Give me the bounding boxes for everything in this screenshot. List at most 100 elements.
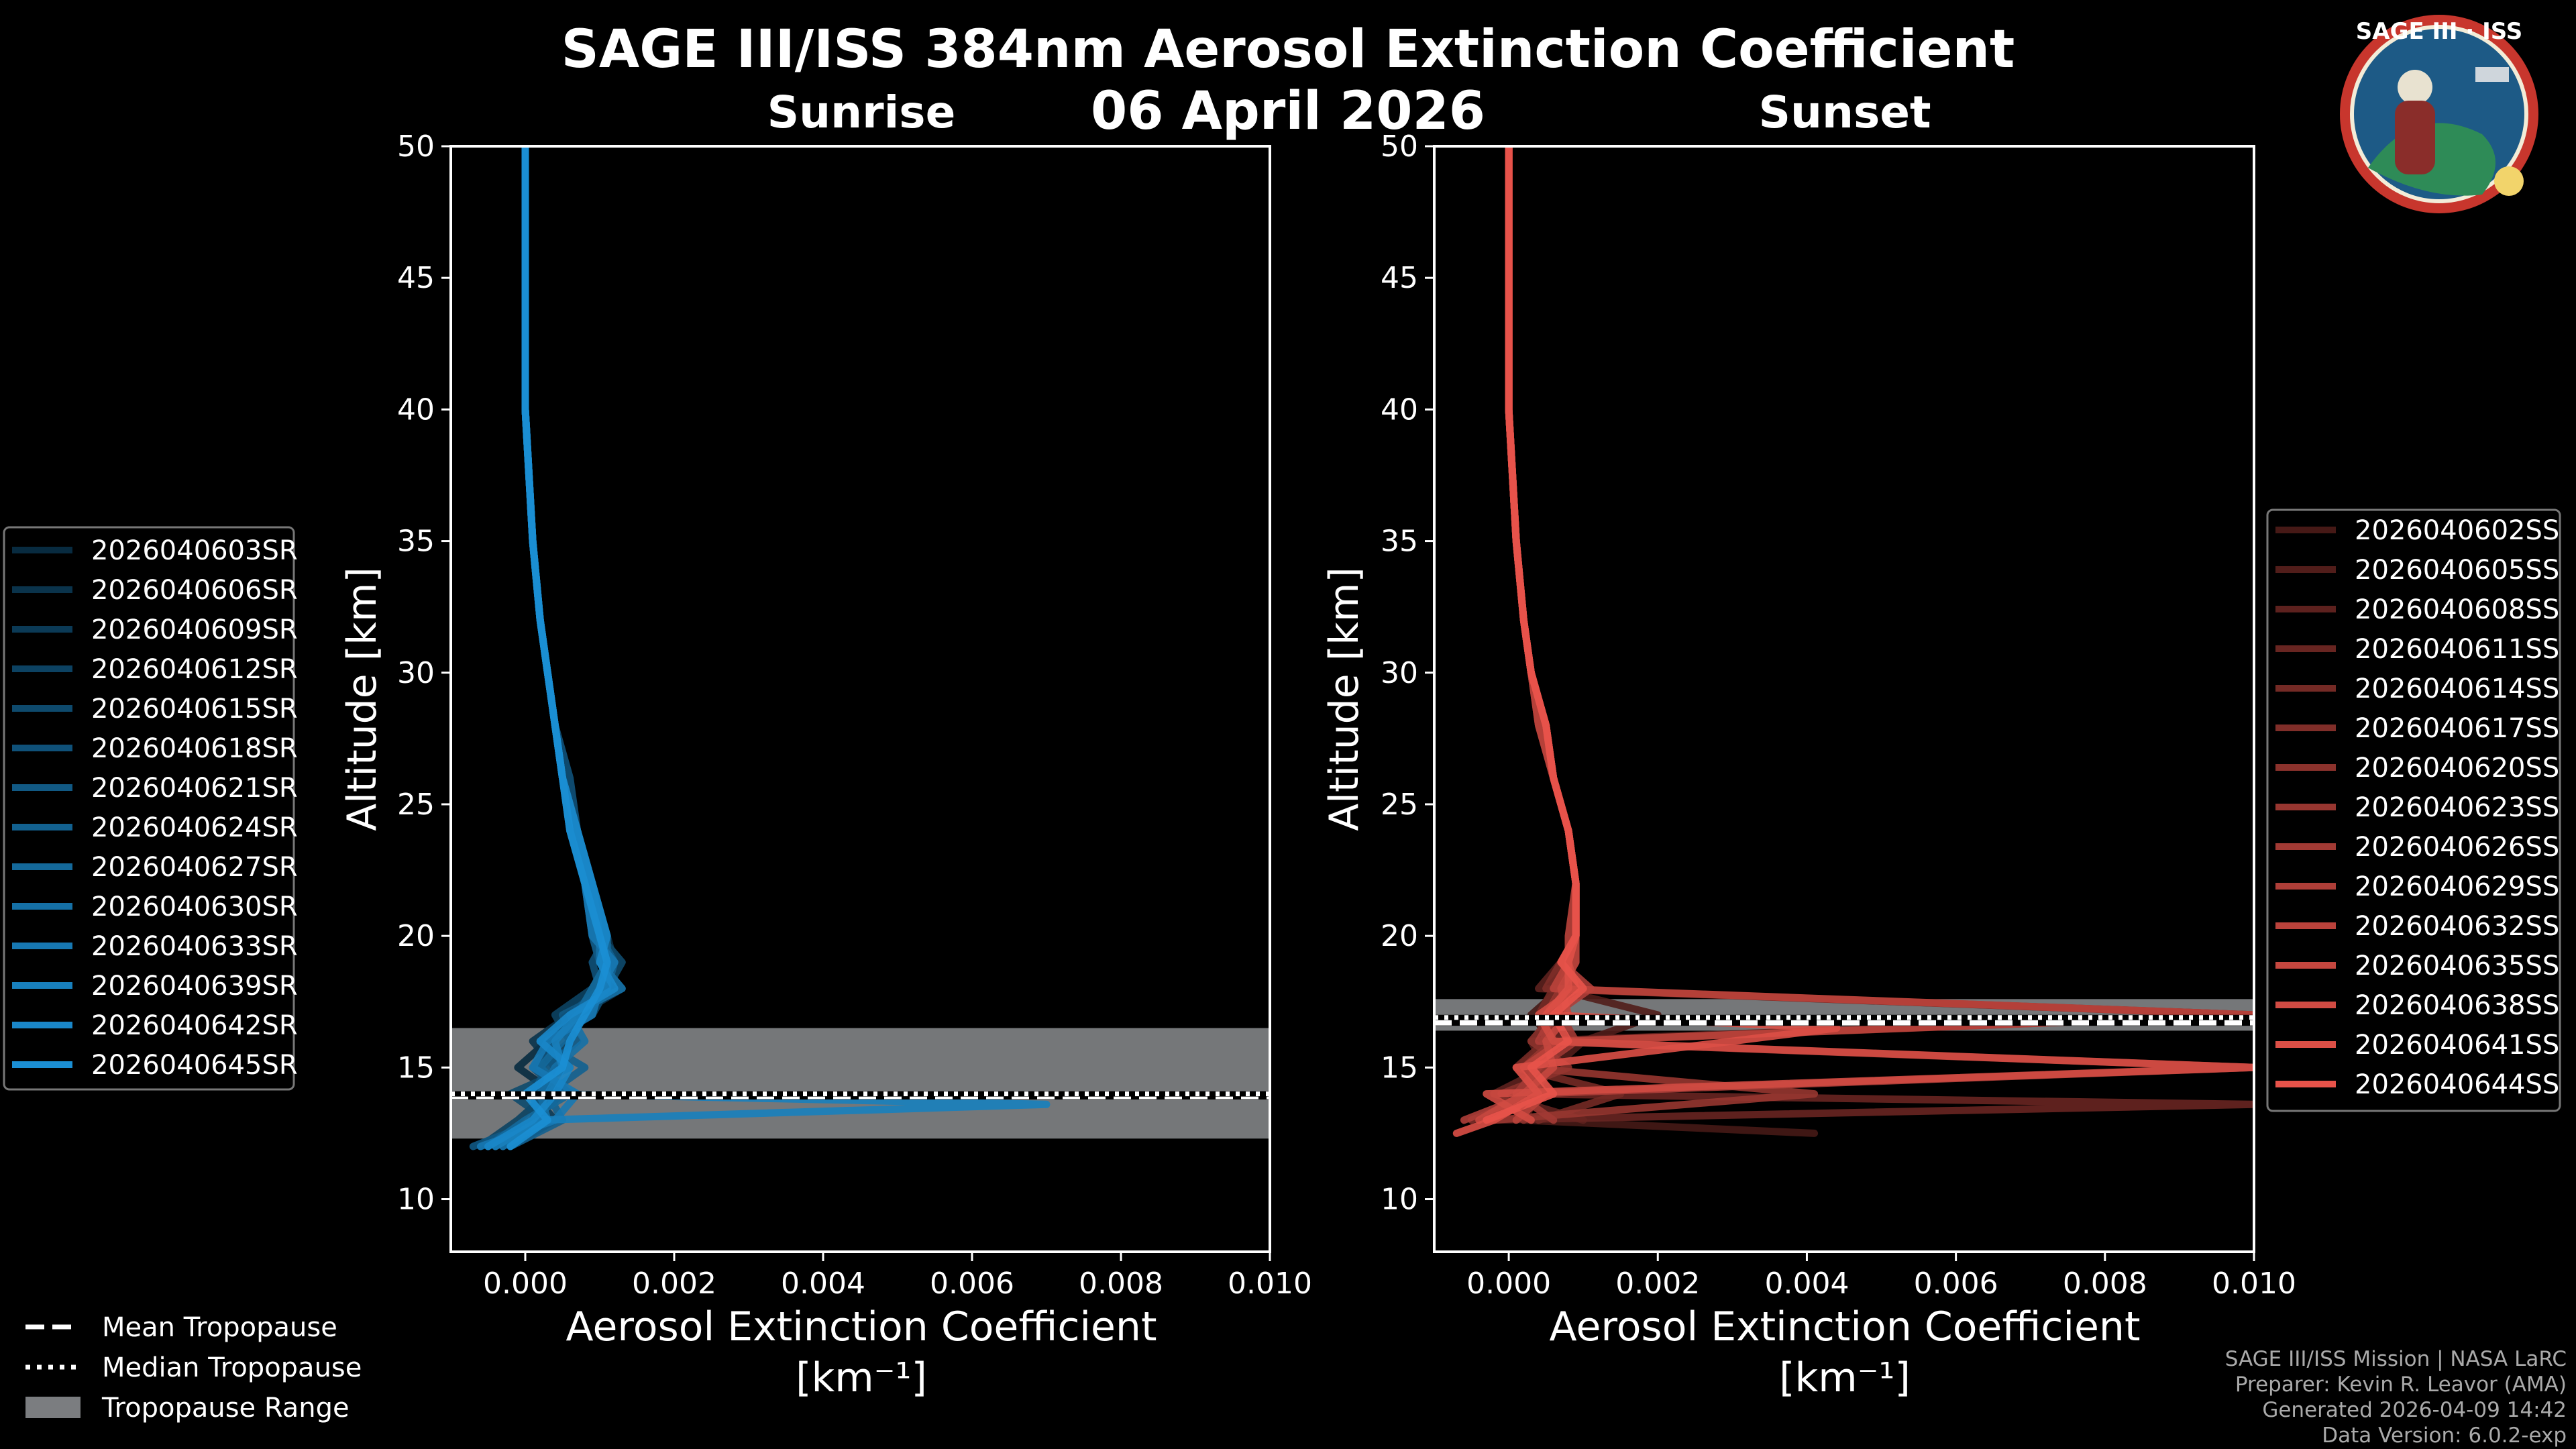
sunset-plot-frame — [1433, 145, 2255, 1253]
sunset-subtitle: Sunset — [1758, 87, 1931, 138]
legend-label-2026040617SS: 2026040617SS — [2355, 713, 2559, 744]
legend-label-2026040624SR: 2026040624SR — [91, 812, 298, 843]
legend-label-2026040635SS: 2026040635SS — [2355, 951, 2559, 981]
sunrise-ytick-label: 50 — [397, 129, 435, 164]
legend-label-2026040641SS: 2026040641SS — [2355, 1030, 2559, 1061]
credits: SAGE III/ISS Mission | NASA LaRC Prepare… — [2225, 1347, 2567, 1448]
sunrise-xlabel: Aerosol Extinction Coefficient — [566, 1303, 1157, 1350]
sunrise-ytick-label: 35 — [397, 525, 435, 559]
legend-label-2026040629SS: 2026040629SS — [2355, 871, 2559, 902]
sunset-profile-2026040629SS — [1460, 146, 2254, 1124]
sunset-xunit: [km⁻¹] — [1779, 1354, 1911, 1401]
sunrise-plot-frame — [449, 145, 1271, 1253]
sunrise-ytick-label: 25 — [397, 788, 435, 822]
sunset-ytick-label: 50 — [1381, 129, 1418, 164]
sunset-ylabel: Altitude [km] — [1321, 567, 1368, 831]
sunset-profile-2026040608SS — [1490, 146, 2254, 1124]
sunrise-ytick-label: 30 — [397, 656, 435, 690]
sunrise-ylabel: Altitude [km] — [339, 567, 386, 831]
astronomer-icon — [2398, 70, 2432, 105]
sunrise-xtick-label: 0.004 — [781, 1267, 865, 1301]
credit-generated: Generated 2026-04-09 14:42 — [2262, 1398, 2567, 1422]
legend-label-2026040606SR: 2026040606SR — [91, 575, 298, 606]
sunset-profile-2026040623SS — [1490, 146, 1819, 1124]
sunset-xtick-label: 0.004 — [1764, 1267, 1849, 1301]
sunset-xtick-label: 0.010 — [2212, 1267, 2296, 1301]
sunrise-ytick-label: 45 — [397, 261, 435, 295]
sunrise-xtick-label: 0.002 — [632, 1267, 716, 1301]
sunrise-xtick-label: 0.006 — [930, 1267, 1014, 1301]
sunrise-legend-frame — [3, 526, 295, 1091]
date-label: 06 April 2026 — [1091, 81, 1485, 142]
legend-label-2026040612SR: 2026040612SR — [91, 654, 298, 685]
legend-label-2026040615SR: 2026040615SR — [91, 694, 298, 724]
legend-label-2026040638SS: 2026040638SS — [2355, 990, 2559, 1021]
legend-label-2026040633SR: 2026040633SR — [91, 931, 298, 962]
credit-preparer: Preparer: Kevin R. Leavor (AMA) — [2235, 1373, 2567, 1397]
robe-icon — [2395, 101, 2435, 174]
legend-label-2026040620SS: 2026040620SS — [2355, 753, 2559, 784]
sunrise-ytick-label: 40 — [397, 392, 435, 427]
sunrise-xtick-label: 0.010 — [1228, 1267, 1312, 1301]
sunset-profile-2026040644SS — [1483, 146, 1587, 1124]
sunrise-legend: 2026040603SR 2026040606SR 2026040609SR 2026… — [3, 526, 298, 1091]
sunset-legend: 2026040602SS 2026040605SS 2026040608SS 2026… — [2266, 508, 2561, 1112]
sunset-ytick-label: 40 — [1381, 392, 1418, 427]
sunset-xtick-label: 0.002 — [1615, 1267, 1700, 1301]
sunrise-profile-2026040645SR — [506, 146, 611, 1150]
legend-label-2026040602SS: 2026040602SS — [2355, 515, 2559, 546]
legend-label-2026040614SS: 2026040614SS — [2355, 674, 2559, 704]
tropopause-range-swatch — [25, 1397, 80, 1418]
credit-mission: SAGE III/ISS Mission | NASA LaRC — [2225, 1347, 2567, 1371]
sunset-profile-2026040638SS — [1483, 146, 2254, 1124]
legend-label-2026040603SR: 2026040603SR — [91, 535, 298, 566]
legend-label-2026040618SR: 2026040618SR — [91, 733, 298, 764]
tropopause-legend: Mean Tropopause Median Tropopause Tropop… — [25, 1312, 362, 1424]
median-tropopause-label: Median Tropopause — [102, 1352, 362, 1383]
sunrise-xunit: [km⁻¹] — [796, 1354, 927, 1401]
sunset-ytick-label: 35 — [1381, 525, 1418, 559]
legend-label-2026040623SS: 2026040623SS — [2355, 792, 2559, 823]
sunrise-xtick-label: 0.000 — [483, 1267, 568, 1301]
sunset-xtick-label: 0.000 — [1466, 1267, 1551, 1301]
iss-icon — [2475, 67, 2509, 82]
sunrise-ytick-label: 15 — [397, 1051, 435, 1085]
legend-label-2026040630SR: 2026040630SR — [91, 892, 298, 922]
legend-label-2026040605SS: 2026040605SS — [2355, 555, 2559, 586]
sunrise-panel: Sunrise Aerosol Extinction Coefficient [… — [339, 87, 1312, 1401]
sunset-panel: Sunset Aerosol Extinction Coefficient [k… — [1321, 87, 2296, 1401]
sunset-ytick-label: 25 — [1381, 788, 1418, 822]
legend-label-2026040632SS: 2026040632SS — [2355, 911, 2559, 942]
sunrise-ytick-label: 10 — [397, 1183, 435, 1217]
legend-label-2026040645SR: 2026040645SR — [91, 1050, 298, 1081]
legend-label-2026040608SS: 2026040608SS — [2355, 594, 2559, 625]
legend-label-2026040621SR: 2026040621SR — [91, 773, 298, 804]
sunset-xtick-label: 0.008 — [2063, 1267, 2147, 1301]
sunset-ytick-label: 30 — [1381, 656, 1418, 690]
sunset-profile-2026040617SS — [1468, 146, 2254, 1124]
sunset-xlabel: Aerosol Extinction Coefficient — [1550, 1303, 2141, 1350]
legend-label-2026040639SR: 2026040639SR — [91, 971, 298, 1002]
sunset-ytick-label: 15 — [1381, 1051, 1418, 1085]
sunset-ytick-label: 10 — [1381, 1183, 1418, 1217]
legend-label-2026040626SS: 2026040626SS — [2355, 832, 2559, 863]
sunset-ytick-label: 20 — [1381, 919, 1418, 953]
sunset-xtick-label: 0.006 — [1914, 1267, 1998, 1301]
legend-label-2026040644SS: 2026040644SS — [2355, 1069, 2559, 1100]
mean-tropopause-label: Mean Tropopause — [102, 1312, 337, 1343]
legend-label-2026040611SS: 2026040611SS — [2355, 634, 2559, 665]
sunset-profile-2026040641SS — [1452, 146, 1841, 1137]
sunrise-xtick-label: 0.008 — [1079, 1267, 1163, 1301]
legend-label-2026040609SR: 2026040609SR — [91, 614, 298, 645]
sunset-profile-2026040632SS — [1505, 146, 2254, 1124]
sage-iii-iss-logo: SAGE III · ISS — [2340, 15, 2538, 213]
credit-version: Data Version: 6.0.2-exp — [2322, 1424, 2567, 1448]
legend-label-2026040627SR: 2026040627SR — [91, 852, 298, 883]
sunrise-subtitle: Sunrise — [767, 87, 956, 138]
sunset-profile-2026040611SS — [1483, 146, 2254, 1124]
sun-icon — [2494, 166, 2524, 196]
sunset-legend-frame — [2266, 508, 2561, 1112]
sunrise-profile-2026040627SR — [484, 146, 611, 1150]
logo-title: SAGE III · ISS — [2356, 18, 2522, 45]
